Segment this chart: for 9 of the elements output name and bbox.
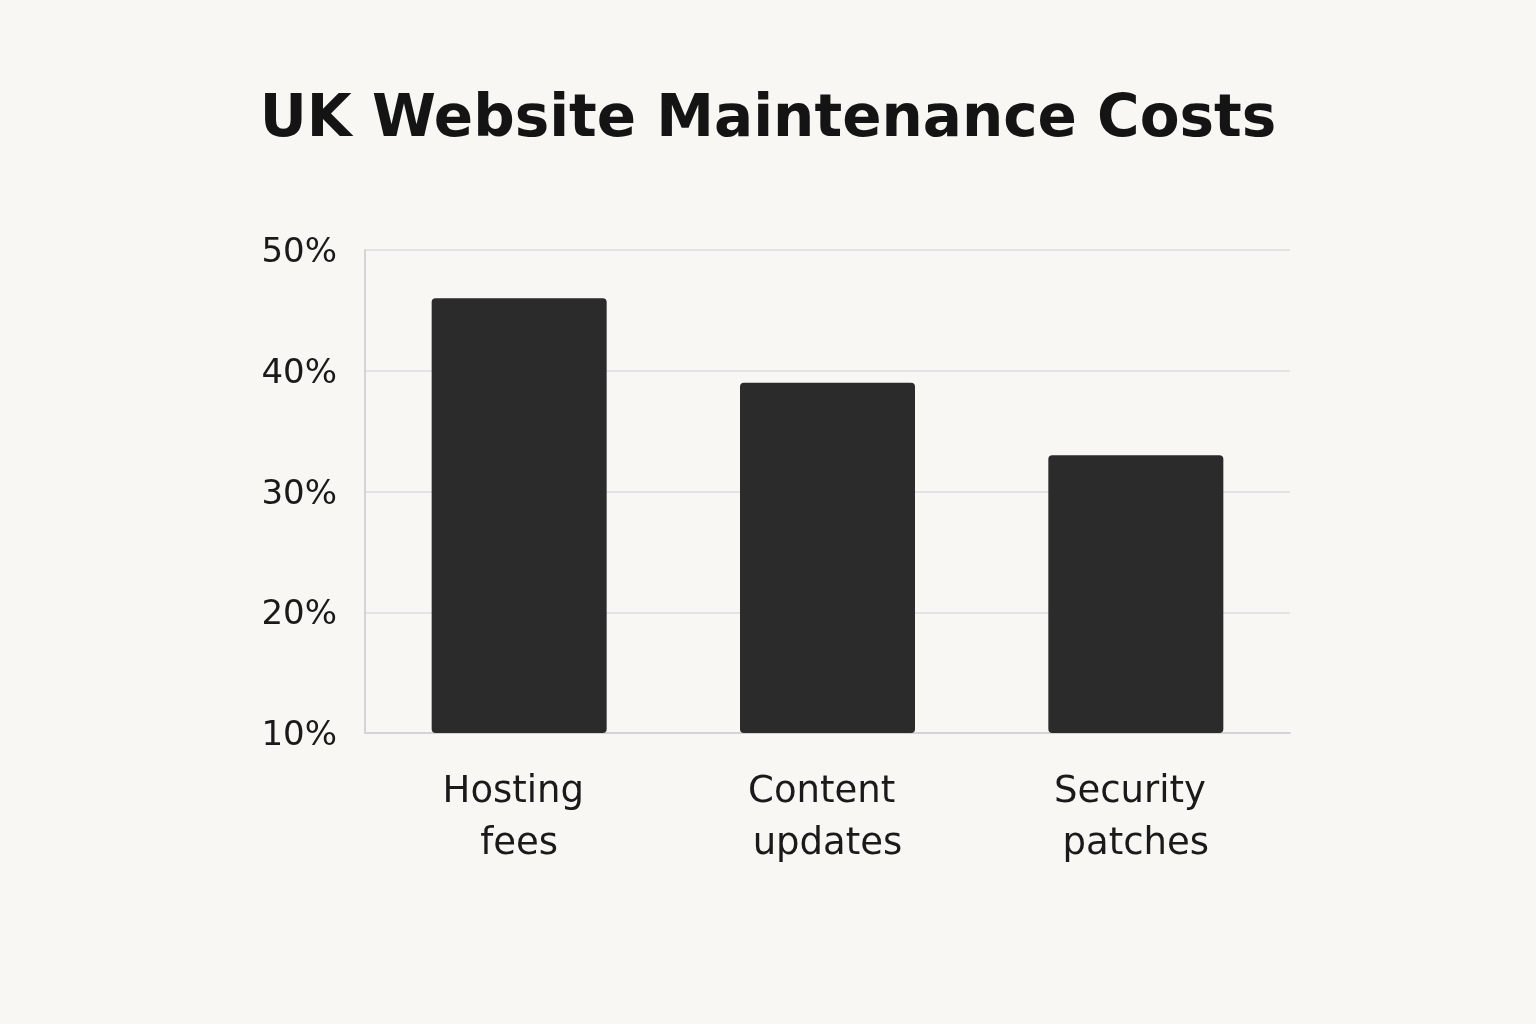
x-tick-label: Security patches: [1053, 767, 1218, 863]
chart-title: UK Website Maintenance Costs: [259, 82, 1277, 150]
y-tick-label: 40%: [261, 350, 337, 391]
y-tick-label: 10%: [261, 713, 337, 753]
x-tick-label: Hosting fees: [442, 767, 596, 863]
y-tick-label: 30%: [261, 471, 337, 512]
x-tick-label: Content updates: [748, 767, 907, 863]
y-tick-label: 50%: [261, 230, 337, 270]
y-tick-label: 20%: [261, 592, 337, 633]
